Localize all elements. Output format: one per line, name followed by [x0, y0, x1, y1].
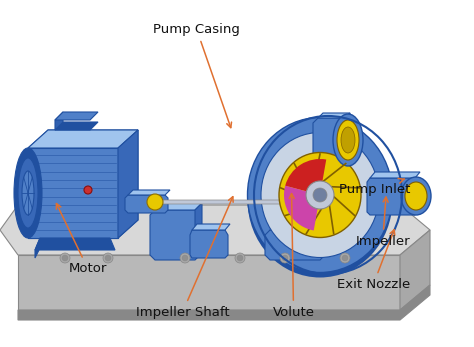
Polygon shape: [190, 230, 228, 258]
Text: Volute: Volute: [273, 194, 315, 319]
Circle shape: [105, 255, 111, 261]
Polygon shape: [155, 203, 202, 210]
Polygon shape: [28, 130, 138, 148]
Ellipse shape: [401, 177, 431, 215]
Circle shape: [313, 188, 327, 202]
Ellipse shape: [333, 114, 363, 166]
Ellipse shape: [247, 118, 392, 272]
Wedge shape: [285, 159, 326, 195]
Circle shape: [280, 253, 290, 263]
Polygon shape: [345, 113, 350, 165]
Circle shape: [182, 255, 188, 261]
Circle shape: [84, 186, 92, 194]
Polygon shape: [18, 255, 400, 310]
Ellipse shape: [279, 152, 361, 237]
Polygon shape: [18, 285, 430, 320]
Polygon shape: [192, 224, 230, 230]
Polygon shape: [35, 238, 115, 250]
Polygon shape: [28, 130, 138, 148]
Polygon shape: [0, 205, 430, 255]
Text: Pump Casing: Pump Casing: [153, 23, 240, 128]
Polygon shape: [55, 122, 98, 130]
Polygon shape: [265, 230, 325, 260]
Circle shape: [237, 255, 243, 261]
Text: Pump Inlet: Pump Inlet: [338, 178, 410, 196]
Polygon shape: [367, 178, 418, 215]
Ellipse shape: [261, 133, 379, 257]
Circle shape: [340, 253, 350, 263]
Text: Impeller: Impeller: [356, 197, 410, 248]
Polygon shape: [55, 112, 98, 120]
Polygon shape: [400, 230, 430, 310]
Wedge shape: [284, 186, 320, 230]
Polygon shape: [270, 224, 326, 230]
Polygon shape: [370, 172, 420, 178]
Polygon shape: [118, 130, 138, 238]
Circle shape: [306, 181, 334, 209]
Polygon shape: [318, 113, 350, 118]
Polygon shape: [35, 238, 40, 258]
Ellipse shape: [337, 120, 359, 160]
Circle shape: [62, 255, 68, 261]
Circle shape: [235, 253, 245, 263]
Polygon shape: [150, 210, 200, 260]
Polygon shape: [28, 148, 118, 238]
Ellipse shape: [405, 182, 427, 210]
Polygon shape: [313, 118, 350, 170]
Circle shape: [282, 255, 288, 261]
Ellipse shape: [247, 122, 392, 278]
Ellipse shape: [22, 171, 34, 215]
Text: Exit Nozzle: Exit Nozzle: [337, 230, 410, 291]
Ellipse shape: [341, 127, 355, 153]
Circle shape: [103, 253, 113, 263]
Ellipse shape: [14, 148, 42, 238]
Polygon shape: [55, 112, 63, 130]
Circle shape: [180, 253, 190, 263]
Polygon shape: [125, 195, 168, 213]
Text: Impeller Shaft: Impeller Shaft: [136, 197, 233, 319]
Polygon shape: [128, 190, 170, 195]
Polygon shape: [28, 148, 118, 238]
Circle shape: [147, 194, 163, 210]
Polygon shape: [118, 130, 138, 238]
Circle shape: [342, 255, 348, 261]
Polygon shape: [155, 200, 302, 204]
Ellipse shape: [18, 158, 38, 228]
Circle shape: [60, 253, 70, 263]
Polygon shape: [195, 203, 202, 255]
Text: Motor: Motor: [56, 204, 107, 276]
